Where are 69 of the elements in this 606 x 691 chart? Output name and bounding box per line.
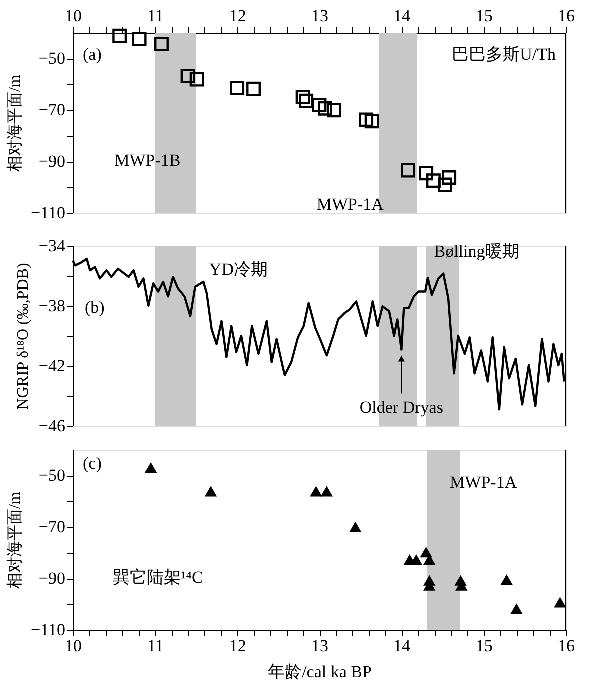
band-label: MWP-1A bbox=[450, 473, 518, 492]
point bbox=[364, 114, 380, 129]
y-tick-label: −90 bbox=[38, 569, 66, 588]
x-tick-label: 11 bbox=[147, 6, 164, 26]
annotation: Older Dryas bbox=[360, 398, 444, 417]
x-tick-label: 10 bbox=[65, 6, 82, 26]
point bbox=[419, 166, 434, 181]
point bbox=[144, 462, 158, 474]
point bbox=[154, 37, 169, 52]
y-tick-label: −50 bbox=[38, 466, 66, 486]
y-axis-title: 相对海平面/m bbox=[6, 74, 24, 172]
y-tick-label: −46 bbox=[38, 416, 66, 436]
x-tick-label: 16 bbox=[558, 6, 575, 26]
annotation: (c) bbox=[83, 454, 102, 473]
y-axis-title: NGRIP δ¹⁸O (‰,PDB) bbox=[14, 263, 32, 410]
point bbox=[426, 174, 441, 188]
x-axis-title: 年龄/cal ka BP bbox=[268, 662, 372, 682]
x-tick-label: 14 bbox=[394, 6, 412, 26]
point bbox=[318, 101, 332, 116]
y-tick-label: −50 bbox=[38, 49, 66, 68]
point bbox=[310, 486, 322, 497]
point bbox=[204, 486, 218, 497]
point bbox=[312, 98, 327, 112]
x-tick-label: 13 bbox=[312, 6, 328, 26]
y-tick-label: −42 bbox=[38, 356, 66, 376]
annotation: (b) bbox=[85, 298, 105, 317]
point bbox=[320, 486, 334, 497]
point bbox=[410, 554, 423, 566]
point bbox=[327, 103, 342, 118]
x-tick-label: 12 bbox=[229, 636, 246, 656]
x-tick-label: 12 bbox=[229, 6, 246, 26]
point bbox=[500, 574, 513, 586]
y-tick-label: −90 bbox=[38, 152, 66, 172]
annotation: 巽它陆架¹⁴C bbox=[113, 568, 204, 587]
point bbox=[299, 94, 314, 108]
point bbox=[230, 81, 245, 96]
x-tick-label: 11 bbox=[147, 636, 164, 656]
y-tick-label: −110 bbox=[31, 620, 66, 640]
point bbox=[132, 32, 147, 46]
annotation: (a) bbox=[83, 45, 102, 64]
point bbox=[350, 522, 362, 532]
point bbox=[442, 170, 457, 185]
band-label: Bølling暖期 bbox=[434, 242, 520, 261]
y-tick-label: −70 bbox=[38, 100, 66, 120]
x-tick-label: 10 bbox=[65, 636, 82, 656]
x-tick-label: 15 bbox=[476, 636, 493, 656]
y-tick-label: −110 bbox=[31, 204, 66, 222]
point bbox=[554, 597, 566, 608]
point bbox=[180, 68, 196, 84]
point bbox=[438, 178, 452, 192]
point bbox=[190, 72, 204, 87]
point bbox=[359, 112, 374, 128]
point bbox=[246, 82, 261, 96]
band-label: YD冷期 bbox=[209, 260, 268, 279]
annotation: 巴巴多斯U/Th bbox=[452, 45, 556, 64]
point bbox=[296, 90, 310, 105]
x-tick-label: 15 bbox=[476, 6, 493, 26]
y-axis-title: 相对海平面/m bbox=[6, 492, 24, 589]
band-label: MWP-1B bbox=[114, 151, 181, 170]
y-tick-label: −34 bbox=[38, 236, 66, 256]
point bbox=[510, 604, 523, 614]
y-tick-label: −70 bbox=[38, 518, 66, 537]
x-tick-label: 14 bbox=[394, 636, 412, 656]
x-tick-label: 13 bbox=[312, 636, 328, 656]
x-tick-label: 16 bbox=[558, 636, 575, 656]
point bbox=[401, 163, 416, 178]
point bbox=[112, 28, 128, 44]
band-label: MWP-1A bbox=[316, 195, 385, 214]
y-tick-label: −38 bbox=[38, 296, 66, 316]
